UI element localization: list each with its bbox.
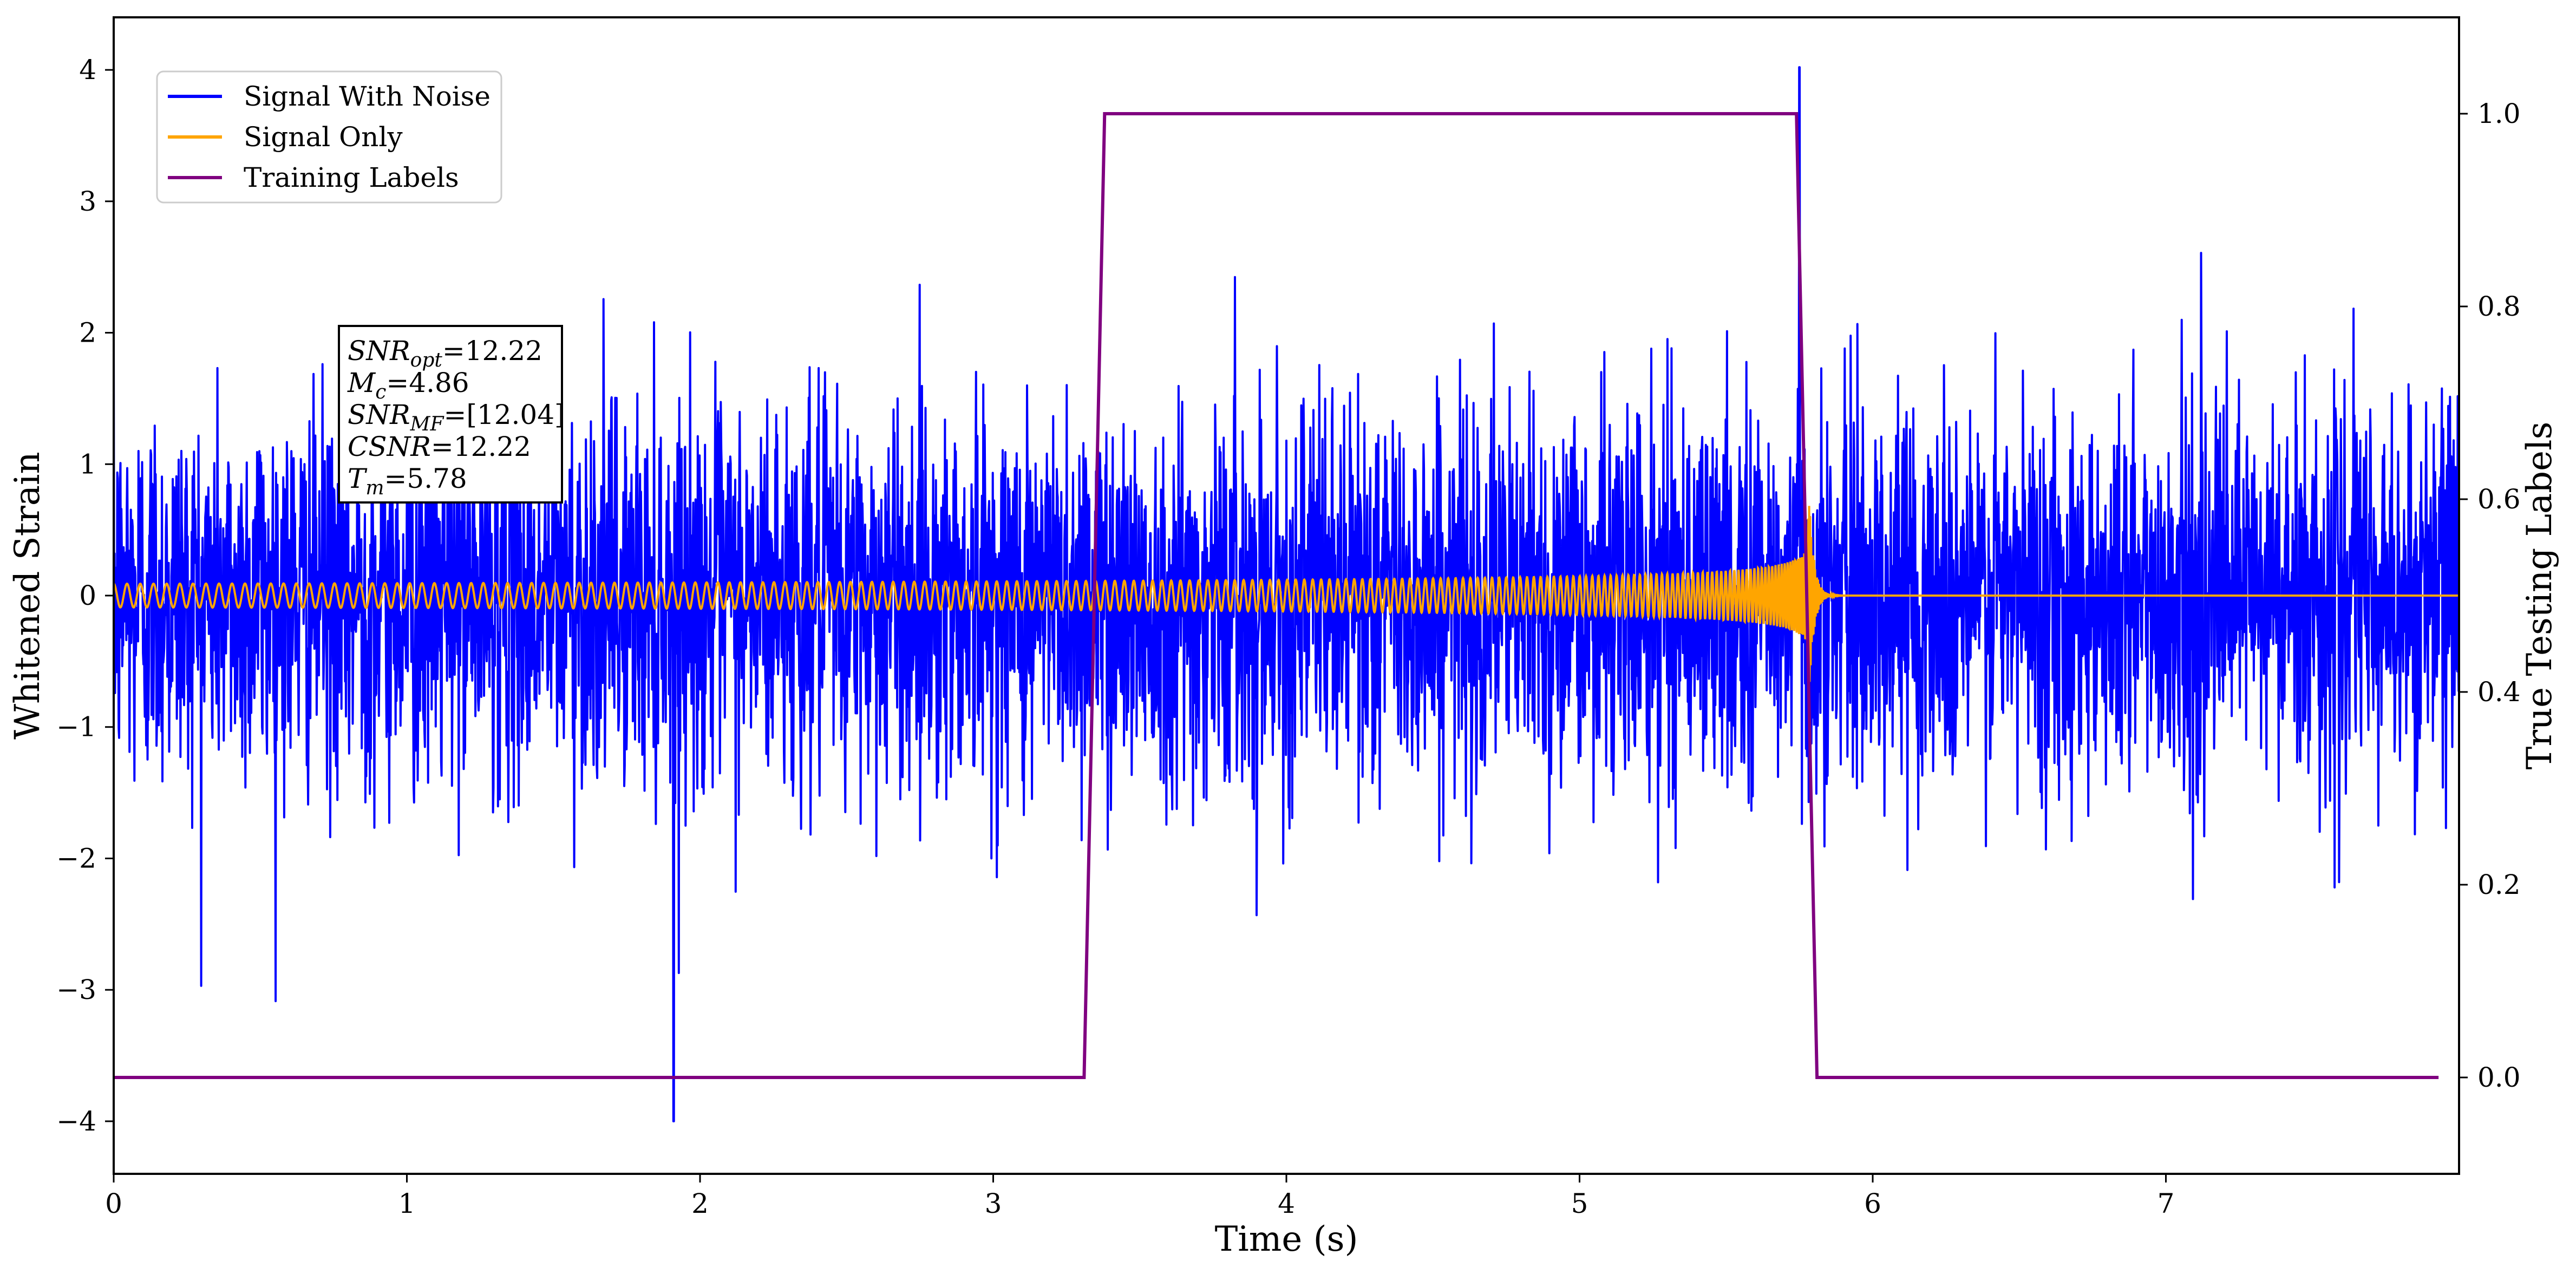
x-tick-label: 0 bbox=[105, 1188, 122, 1219]
series-signal-only bbox=[114, 506, 2459, 684]
x-tick-label: 6 bbox=[1864, 1188, 1881, 1219]
y-tick-label-left: 0 bbox=[79, 580, 96, 611]
y-tick-label-right: 0.2 bbox=[2477, 869, 2521, 900]
info-line: Tm=5.78 bbox=[348, 463, 467, 499]
info-box-frame bbox=[338, 325, 563, 504]
y-tick-label-right: 1.0 bbox=[2477, 98, 2521, 129]
y-tick-label-left: −2 bbox=[56, 842, 96, 874]
x-tick-label: 5 bbox=[1571, 1188, 1588, 1219]
info-line: CSNR=12.22 bbox=[348, 431, 531, 462]
x-axis-label: Time (s) bbox=[1215, 1219, 1358, 1259]
x-tick-label: 3 bbox=[985, 1188, 1002, 1219]
series-training-labels bbox=[114, 112, 2439, 1079]
legend-box bbox=[156, 70, 502, 204]
y-tick-label-right: 0.6 bbox=[2477, 484, 2521, 515]
legend: Signal With Noise Signal Only Training Lab… bbox=[156, 70, 502, 204]
plot-area bbox=[114, 66, 2459, 1122]
info-line: Mc=4.86 bbox=[347, 367, 469, 403]
x-tick-label: 7 bbox=[2157, 1188, 2175, 1219]
y-axis-label-left: Whitened Strain bbox=[8, 452, 48, 739]
y-tick-label-left: −1 bbox=[56, 711, 96, 743]
y-tick-label-right: 0.0 bbox=[2477, 1062, 2521, 1093]
x-tick-label: 1 bbox=[398, 1188, 416, 1219]
y-tick-label-right: 0.8 bbox=[2477, 291, 2521, 322]
info-box: SNRopt=12.22Mc=4.86SNRMF=[12.04]CSNR=12.… bbox=[338, 325, 565, 504]
y-tick-label-left: −4 bbox=[56, 1106, 96, 1137]
y-tick-label-left: 3 bbox=[79, 186, 96, 217]
y-tick-label-left: −3 bbox=[56, 974, 96, 1005]
x-tick-label: 2 bbox=[691, 1188, 709, 1219]
y-tick-label-left: 1 bbox=[79, 448, 96, 480]
y-axis-label-right: True Testing Labels bbox=[2520, 422, 2560, 770]
series-signal-with-noise bbox=[114, 66, 2459, 1122]
axes: 0 1 2 3 4 5 6 7 4 3 2 1 0 −1 −2 −3 −4 1.0 0.8 0.6 0.4 0.2 0.0 T… bbox=[8, 16, 2560, 1259]
legend-label: Signal Only bbox=[244, 121, 403, 153]
y-tick-label-left: 4 bbox=[79, 54, 96, 86]
info-line: SNRMF=[12.04] bbox=[348, 399, 565, 435]
legend-label: Training Labels bbox=[244, 162, 459, 193]
legend-label: Signal With Noise bbox=[244, 81, 491, 112]
y-tick-label-left: 2 bbox=[79, 317, 96, 349]
info-line: SNRopt=12.22 bbox=[348, 335, 542, 371]
x-tick-label: 4 bbox=[1278, 1188, 1295, 1219]
y-tick-label-right: 0.4 bbox=[2477, 676, 2521, 708]
